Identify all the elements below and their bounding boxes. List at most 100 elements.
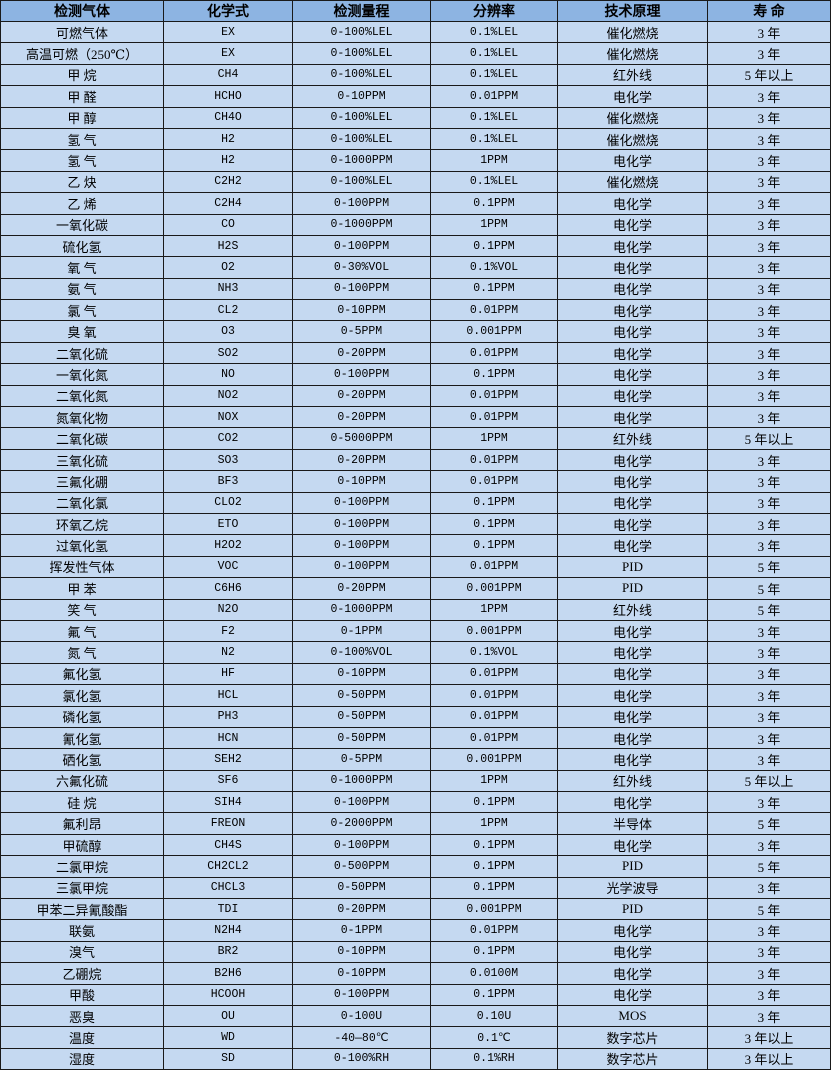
cell-principle: 电化学 [557,363,708,386]
table-row: 三氯甲烷 CHCL3 0-50PPM 0.1PPM 光学波导 3 年 [0,876,831,900]
cell-range: 0-30%VOL [292,256,431,279]
table-row: 湿度 SD 0-100%RH 0.1%RH 数字芯片 3 年以上 [0,1047,831,1071]
cell-lifetime: 3 年 [707,512,831,536]
cell-lifetime: 3 年 [707,170,831,194]
table-row: 过氧化氢 H2O2 0-100PPM 0.1PPM 电化学 3 年 [0,534,831,557]
cell-principle: 电化学 [557,234,708,258]
cell-lifetime: 3 年 [707,127,831,151]
cell-lifetime: 3 年以上 [707,1047,831,1071]
cell-lifetime: 3 年 [707,962,831,985]
cell-resolution: 1PPM [430,812,558,835]
cell-formula: BR2 [163,940,293,964]
cell-formula: HF [163,662,293,686]
table-row: 氢 气 H2 0-100%LEL 0.1%LEL 催化燃烧 3 年 [0,127,831,151]
cell-gas: 氧 气 [0,256,164,279]
table-row: 硒化氢 SEH2 0-5PPM 0.001PPM 电化学 3 年 [0,748,831,771]
cell-resolution: 0.01PPM [430,406,558,429]
cell-lifetime: 3 年 [707,256,831,279]
cell-principle: 催化燃烧 [557,42,708,65]
cell-lifetime: 3 年 [707,277,831,301]
cell-formula: H2 [163,127,293,151]
table-row: 挥发性气体 VOC 0-100PPM 0.01PPM PID 5 年 [0,555,831,579]
cell-resolution: 0.1PPM [430,512,558,536]
cell-formula: CH4O [163,106,293,129]
header-lifetime: 寿 命 [707,0,831,22]
cell-principle: 电化学 [557,962,708,985]
cell-gas: 过氧化氢 [0,534,164,557]
cell-principle: 电化学 [557,833,708,857]
cell-range: 0-500PPM [292,855,431,878]
cell-gas: 氯化氢 [0,684,164,707]
cell-lifetime: 5 年 [707,598,831,621]
cell-resolution: 0.01PPM [430,341,558,365]
cell-resolution: 0.001PPM [430,577,558,600]
cell-gas: 乙 炔 [0,170,164,194]
cell-formula: B2H6 [163,962,293,985]
cell-resolution: 0.1PPM [430,534,558,557]
cell-lifetime: 3 年 [707,320,831,343]
cell-range: 0-100%LEL [292,170,431,194]
cell-resolution: 0.01PPM [430,299,558,322]
cell-gas: 乙硼烷 [0,962,164,985]
cell-lifetime: 3 年 [707,641,831,664]
cell-formula: EX [163,20,293,44]
cell-principle: 电化学 [557,470,708,493]
cell-lifetime: 3 年 [707,726,831,750]
cell-lifetime: 5 年 [707,898,831,921]
cell-lifetime: 3 年 [707,491,831,514]
header-gas: 检测气体 [0,0,164,22]
cell-formula: O3 [163,320,293,343]
cell-gas: 甲酸 [0,983,164,1006]
cell-resolution: 0.1PPM [430,791,558,814]
cell-formula: CO [163,213,293,236]
cell-lifetime: 3 年 [707,149,831,172]
cell-lifetime: 3 年 [707,748,831,771]
cell-gas: 氯 气 [0,299,164,322]
cell-formula: HCL [163,684,293,707]
cell-formula: CH4S [163,833,293,857]
cell-lifetime: 3 年 [707,363,831,386]
cell-principle: 电化学 [557,491,708,514]
cell-lifetime: 3 年 [707,85,831,108]
cell-resolution: 0.01PPM [430,448,558,472]
cell-resolution: 1PPM [430,769,558,793]
cell-lifetime: 5 年以上 [707,769,831,793]
table-row: 可燃气体 EX 0-100%LEL 0.1%LEL 催化燃烧 3 年 [0,20,831,44]
cell-resolution: 0.1PPM [430,940,558,964]
cell-resolution: 0.1PPM [430,363,558,386]
table-row: 六氟化硫 SF6 0-1000PPM 1PPM 红外线 5 年以上 [0,769,831,793]
cell-range: 0-10PPM [292,940,431,964]
cell-lifetime: 5 年 [707,855,831,878]
cell-formula: C2H2 [163,170,293,194]
table-row: 甲 烷 CH4 0-100%LEL 0.1%LEL 红外线 5 年以上 [0,63,831,87]
table-row: 二氯甲烷 CH2CL2 0-500PPM 0.1PPM PID 5 年 [0,855,831,878]
cell-gas: 一氧化氮 [0,363,164,386]
cell-formula: WD [163,1026,293,1049]
cell-principle: 电化学 [557,256,708,279]
table-row: 硫化氢 H2S 0-100PPM 0.1PPM 电化学 3 年 [0,234,831,258]
cell-range: 0-1PPM [292,619,431,643]
cell-lifetime: 3 年 [707,192,831,215]
cell-lifetime: 3 年 [707,833,831,857]
cell-lifetime: 3 年 [707,20,831,44]
cell-lifetime: 3 年 [707,940,831,964]
cell-gas: 一氧化碳 [0,213,164,236]
table-row: 甲 醛 HCHO 0-10PPM 0.01PPM 电化学 3 年 [0,85,831,108]
table-row: 一氧化碳 CO 0-1000PPM 1PPM 电化学 3 年 [0,213,831,236]
cell-formula: C2H4 [163,192,293,215]
cell-principle: 催化燃烧 [557,20,708,44]
cell-lifetime: 3 年 [707,791,831,814]
cell-range: 0-5PPM [292,320,431,343]
cell-range: 0-50PPM [292,684,431,707]
cell-lifetime: 3 年 [707,448,831,472]
cell-lifetime: 3 年 [707,705,831,728]
cell-formula: C6H6 [163,577,293,600]
cell-range: 0-20PPM [292,898,431,921]
cell-gas: 可燃气体 [0,20,164,44]
table-row: 三氟化硼 BF3 0-10PPM 0.01PPM 电化学 3 年 [0,470,831,493]
cell-range: 0-100PPM [292,983,431,1006]
cell-principle: 电化学 [557,384,708,408]
cell-resolution: 0.1PPM [430,277,558,301]
cell-lifetime: 3 年 [707,662,831,686]
cell-gas: 溴气 [0,940,164,964]
